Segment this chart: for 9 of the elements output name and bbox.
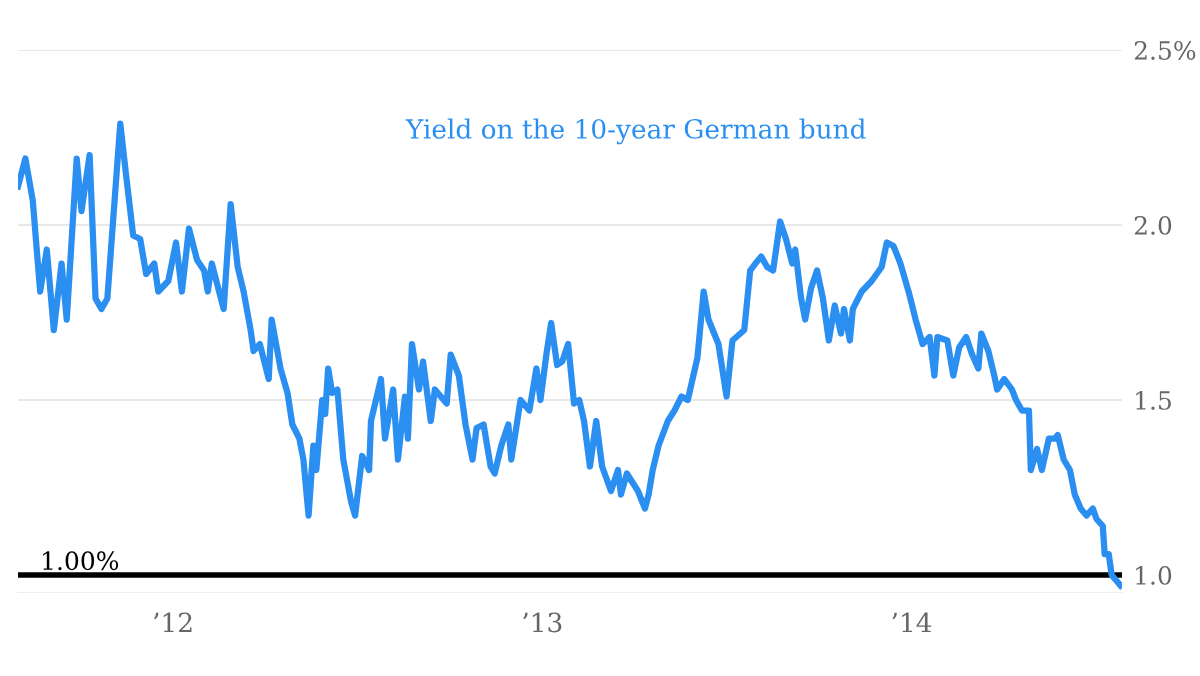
x-tick-label: ’12 xyxy=(153,612,192,633)
ref-line-label: 1.00% xyxy=(43,551,119,571)
text: Yield on the 10-year German bund xyxy=(405,118,866,145)
y-tick-label: 1.0 xyxy=(1136,565,1172,585)
y-tick-label: 2.0 xyxy=(1134,215,1172,235)
y-tick-label: 2.5% xyxy=(1134,40,1196,60)
x-tick-label: ’13 xyxy=(523,612,562,633)
y-tick-label: 1.5 xyxy=(1136,390,1171,410)
x-tick-label: ’14 xyxy=(892,612,932,633)
